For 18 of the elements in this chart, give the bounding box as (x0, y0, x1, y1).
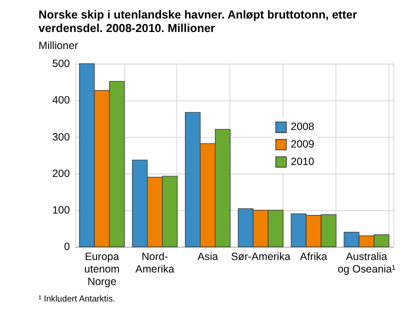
y-tick-label: 400 (52, 94, 70, 107)
y-tick-label: 0 (64, 241, 70, 254)
legend-label: 2009 (290, 138, 314, 151)
x-tick-label: Australia og Oseania¹ (338, 250, 396, 276)
y-tick-label: 100 (52, 204, 70, 217)
x-tick-label: Europa utenom Norge (84, 250, 120, 288)
x-tick-label: Asia (197, 250, 218, 263)
x-tick-label: Nord-Amerika (135, 250, 174, 276)
legend-label: 2010 (290, 156, 314, 168)
y-tick-label: 500 (52, 58, 70, 70)
y-tick-label: 200 (52, 168, 70, 180)
text: ¹ Inkludert Antarktis. (38, 294, 116, 304)
x-tick-label: Afrika (300, 250, 328, 263)
legend-label: 2008 (290, 121, 314, 134)
chart-title: Norske skip i utenlandske havner. Anløpt bruttotonn, etter verdensdel. 2008-2010. Millioner (38, 9, 358, 35)
y-tick-label: 300 (52, 131, 70, 144)
y-axis-title: Millioner (38, 40, 78, 52)
x-tick-label: Sør-Amerika (230, 250, 291, 263)
